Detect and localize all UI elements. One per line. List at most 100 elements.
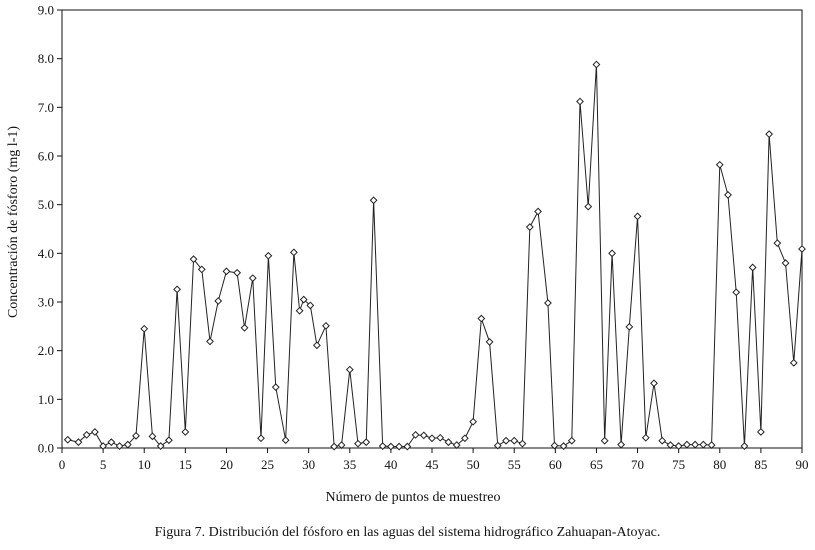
- data-point-marker: [281, 436, 290, 445]
- y-tick-label: 9.0: [38, 3, 54, 18]
- data-point-marker: [419, 431, 428, 440]
- data-point-marker: [559, 442, 568, 450]
- data-point-marker: [90, 428, 99, 436]
- data-point-marker: [550, 441, 559, 450]
- data-point-marker: [369, 196, 378, 205]
- data-point-marker: [534, 207, 542, 216]
- data-point-marker: [674, 442, 683, 450]
- data-point-marker: [164, 436, 173, 445]
- data-point-marker: [781, 259, 790, 267]
- data-point-marker: [132, 431, 140, 440]
- x-tick-label: 5: [100, 457, 107, 472]
- data-point-marker: [99, 442, 108, 450]
- data-point-marker: [682, 440, 691, 449]
- data-point-marker: [403, 442, 412, 451]
- data-point-marker: [354, 439, 362, 448]
- data-point-marker: [330, 442, 339, 451]
- data-point-marker: [493, 441, 502, 450]
- data-point-marker: [386, 442, 395, 451]
- data-point-marker: [181, 428, 190, 436]
- data-point-marker: [592, 60, 601, 69]
- data-point-marker: [257, 434, 265, 443]
- data-point-marker: [732, 288, 741, 297]
- x-tick-label: 55: [508, 457, 521, 472]
- data-point-marker: [140, 324, 149, 333]
- y-tick-label: 6.0: [38, 149, 54, 164]
- data-point-marker: [264, 251, 273, 260]
- data-point-marker: [617, 440, 626, 449]
- data-point-marker: [345, 365, 354, 374]
- data-point-marker: [633, 212, 642, 221]
- data-point-marker: [756, 428, 765, 436]
- data-point-marker: [641, 433, 650, 442]
- x-tick-label: 30: [302, 457, 315, 472]
- data-point-marker: [63, 435, 72, 444]
- data-point-marker: [502, 436, 510, 445]
- data-point-marker: [206, 337, 214, 346]
- data-point-marker: [233, 268, 242, 277]
- data-point-marker: [525, 223, 534, 231]
- data-point-marker: [312, 341, 321, 350]
- x-tick-label: 75: [672, 457, 685, 472]
- data-point-marker: [789, 358, 798, 367]
- data-point-marker: [510, 436, 519, 445]
- data-point-marker: [295, 306, 304, 315]
- data-point-marker: [567, 436, 576, 445]
- data-point-marker: [715, 160, 724, 169]
- data-point-marker: [460, 434, 469, 443]
- data-point-marker: [666, 441, 675, 449]
- x-tick-label: 25: [261, 457, 274, 472]
- data-point-marker: [74, 438, 83, 447]
- series-line: [67, 64, 803, 448]
- data-point-marker: [765, 130, 774, 139]
- phosphorus-line-chart: Concentración de fósforo (mg l-1) Número…: [6, 3, 809, 506]
- data-point-marker: [222, 267, 231, 276]
- x-tick-label: 65: [590, 457, 603, 472]
- x-tick-label: 15: [179, 457, 192, 472]
- data-point-marker: [469, 417, 478, 426]
- data-point-marker: [608, 249, 616, 258]
- data-point-marker: [337, 441, 346, 449]
- y-tick-label: 3.0: [38, 295, 54, 310]
- data-point-marker: [658, 436, 667, 445]
- data-point-marker: [197, 265, 206, 274]
- data-point-marker: [600, 436, 609, 445]
- y-tick-label: 2.0: [38, 343, 54, 358]
- x-tick-label: 0: [59, 457, 66, 472]
- data-point-marker: [362, 438, 371, 447]
- data-point-marker: [82, 430, 91, 439]
- x-tick-label: 40: [384, 457, 397, 472]
- y-tick-label: 8.0: [38, 51, 54, 66]
- data-point-marker: [740, 442, 749, 450]
- data-point-marker: [773, 239, 782, 248]
- data-point-marker: [452, 441, 461, 449]
- x-tick-label: 70: [631, 457, 644, 472]
- data-point-marker: [322, 321, 330, 330]
- data-point-marker: [625, 322, 634, 331]
- data-point-marker: [148, 432, 157, 441]
- data-point-marker: [691, 440, 700, 449]
- x-tick-label: 60: [549, 457, 562, 472]
- data-point-marker: [707, 441, 716, 449]
- x-tick-label: 10: [138, 457, 151, 472]
- data-point-marker: [378, 442, 387, 450]
- data-point-marker: [299, 295, 308, 304]
- data-point-marker: [544, 299, 552, 307]
- data-point-marker: [477, 314, 486, 323]
- y-axis-title: Concentración de fósforo (mg l-1): [6, 126, 21, 318]
- y-tick-label: 0.0: [38, 441, 54, 456]
- x-tick-label: 85: [754, 457, 767, 472]
- data-point-marker: [576, 97, 584, 106]
- data-point-marker: [115, 442, 124, 450]
- data-point-marker: [724, 191, 732, 199]
- data-point-marker: [444, 438, 453, 447]
- data-point-marker: [748, 263, 757, 272]
- data-point-marker: [306, 301, 315, 310]
- data-point-marker: [428, 434, 436, 443]
- data-point-marker: [123, 440, 132, 449]
- y-tick-label: 7.0: [38, 100, 54, 115]
- x-tick-label: 90: [796, 457, 809, 472]
- y-tick-label: 1.0: [38, 392, 54, 407]
- data-point-marker: [395, 442, 404, 451]
- data-point-marker: [240, 323, 249, 332]
